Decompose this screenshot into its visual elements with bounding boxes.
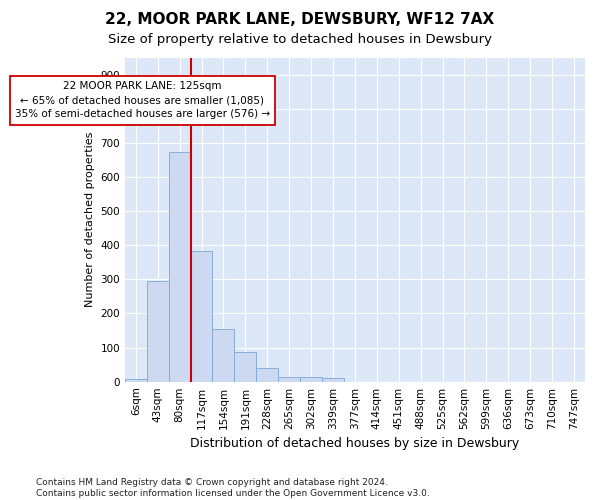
Bar bbox=[125, 380, 147, 382]
Bar bbox=[235, 352, 256, 382]
Bar bbox=[147, 281, 169, 382]
Text: Size of property relative to detached houses in Dewsbury: Size of property relative to detached ho… bbox=[108, 32, 492, 46]
Y-axis label: Number of detached properties: Number of detached properties bbox=[85, 132, 95, 308]
Bar bbox=[212, 330, 235, 382]
Text: 22 MOOR PARK LANE: 125sqm
← 65% of detached houses are smaller (1,085)
35% of se: 22 MOOR PARK LANE: 125sqm ← 65% of detac… bbox=[15, 82, 270, 120]
Bar bbox=[169, 152, 191, 382]
Bar bbox=[322, 378, 344, 382]
Bar bbox=[256, 368, 278, 382]
Bar bbox=[300, 377, 322, 382]
Text: Contains HM Land Registry data © Crown copyright and database right 2024.
Contai: Contains HM Land Registry data © Crown c… bbox=[36, 478, 430, 498]
Bar bbox=[191, 251, 212, 382]
X-axis label: Distribution of detached houses by size in Dewsbury: Distribution of detached houses by size … bbox=[190, 437, 520, 450]
Bar bbox=[278, 376, 300, 382]
Text: 22, MOOR PARK LANE, DEWSBURY, WF12 7AX: 22, MOOR PARK LANE, DEWSBURY, WF12 7AX bbox=[106, 12, 494, 28]
